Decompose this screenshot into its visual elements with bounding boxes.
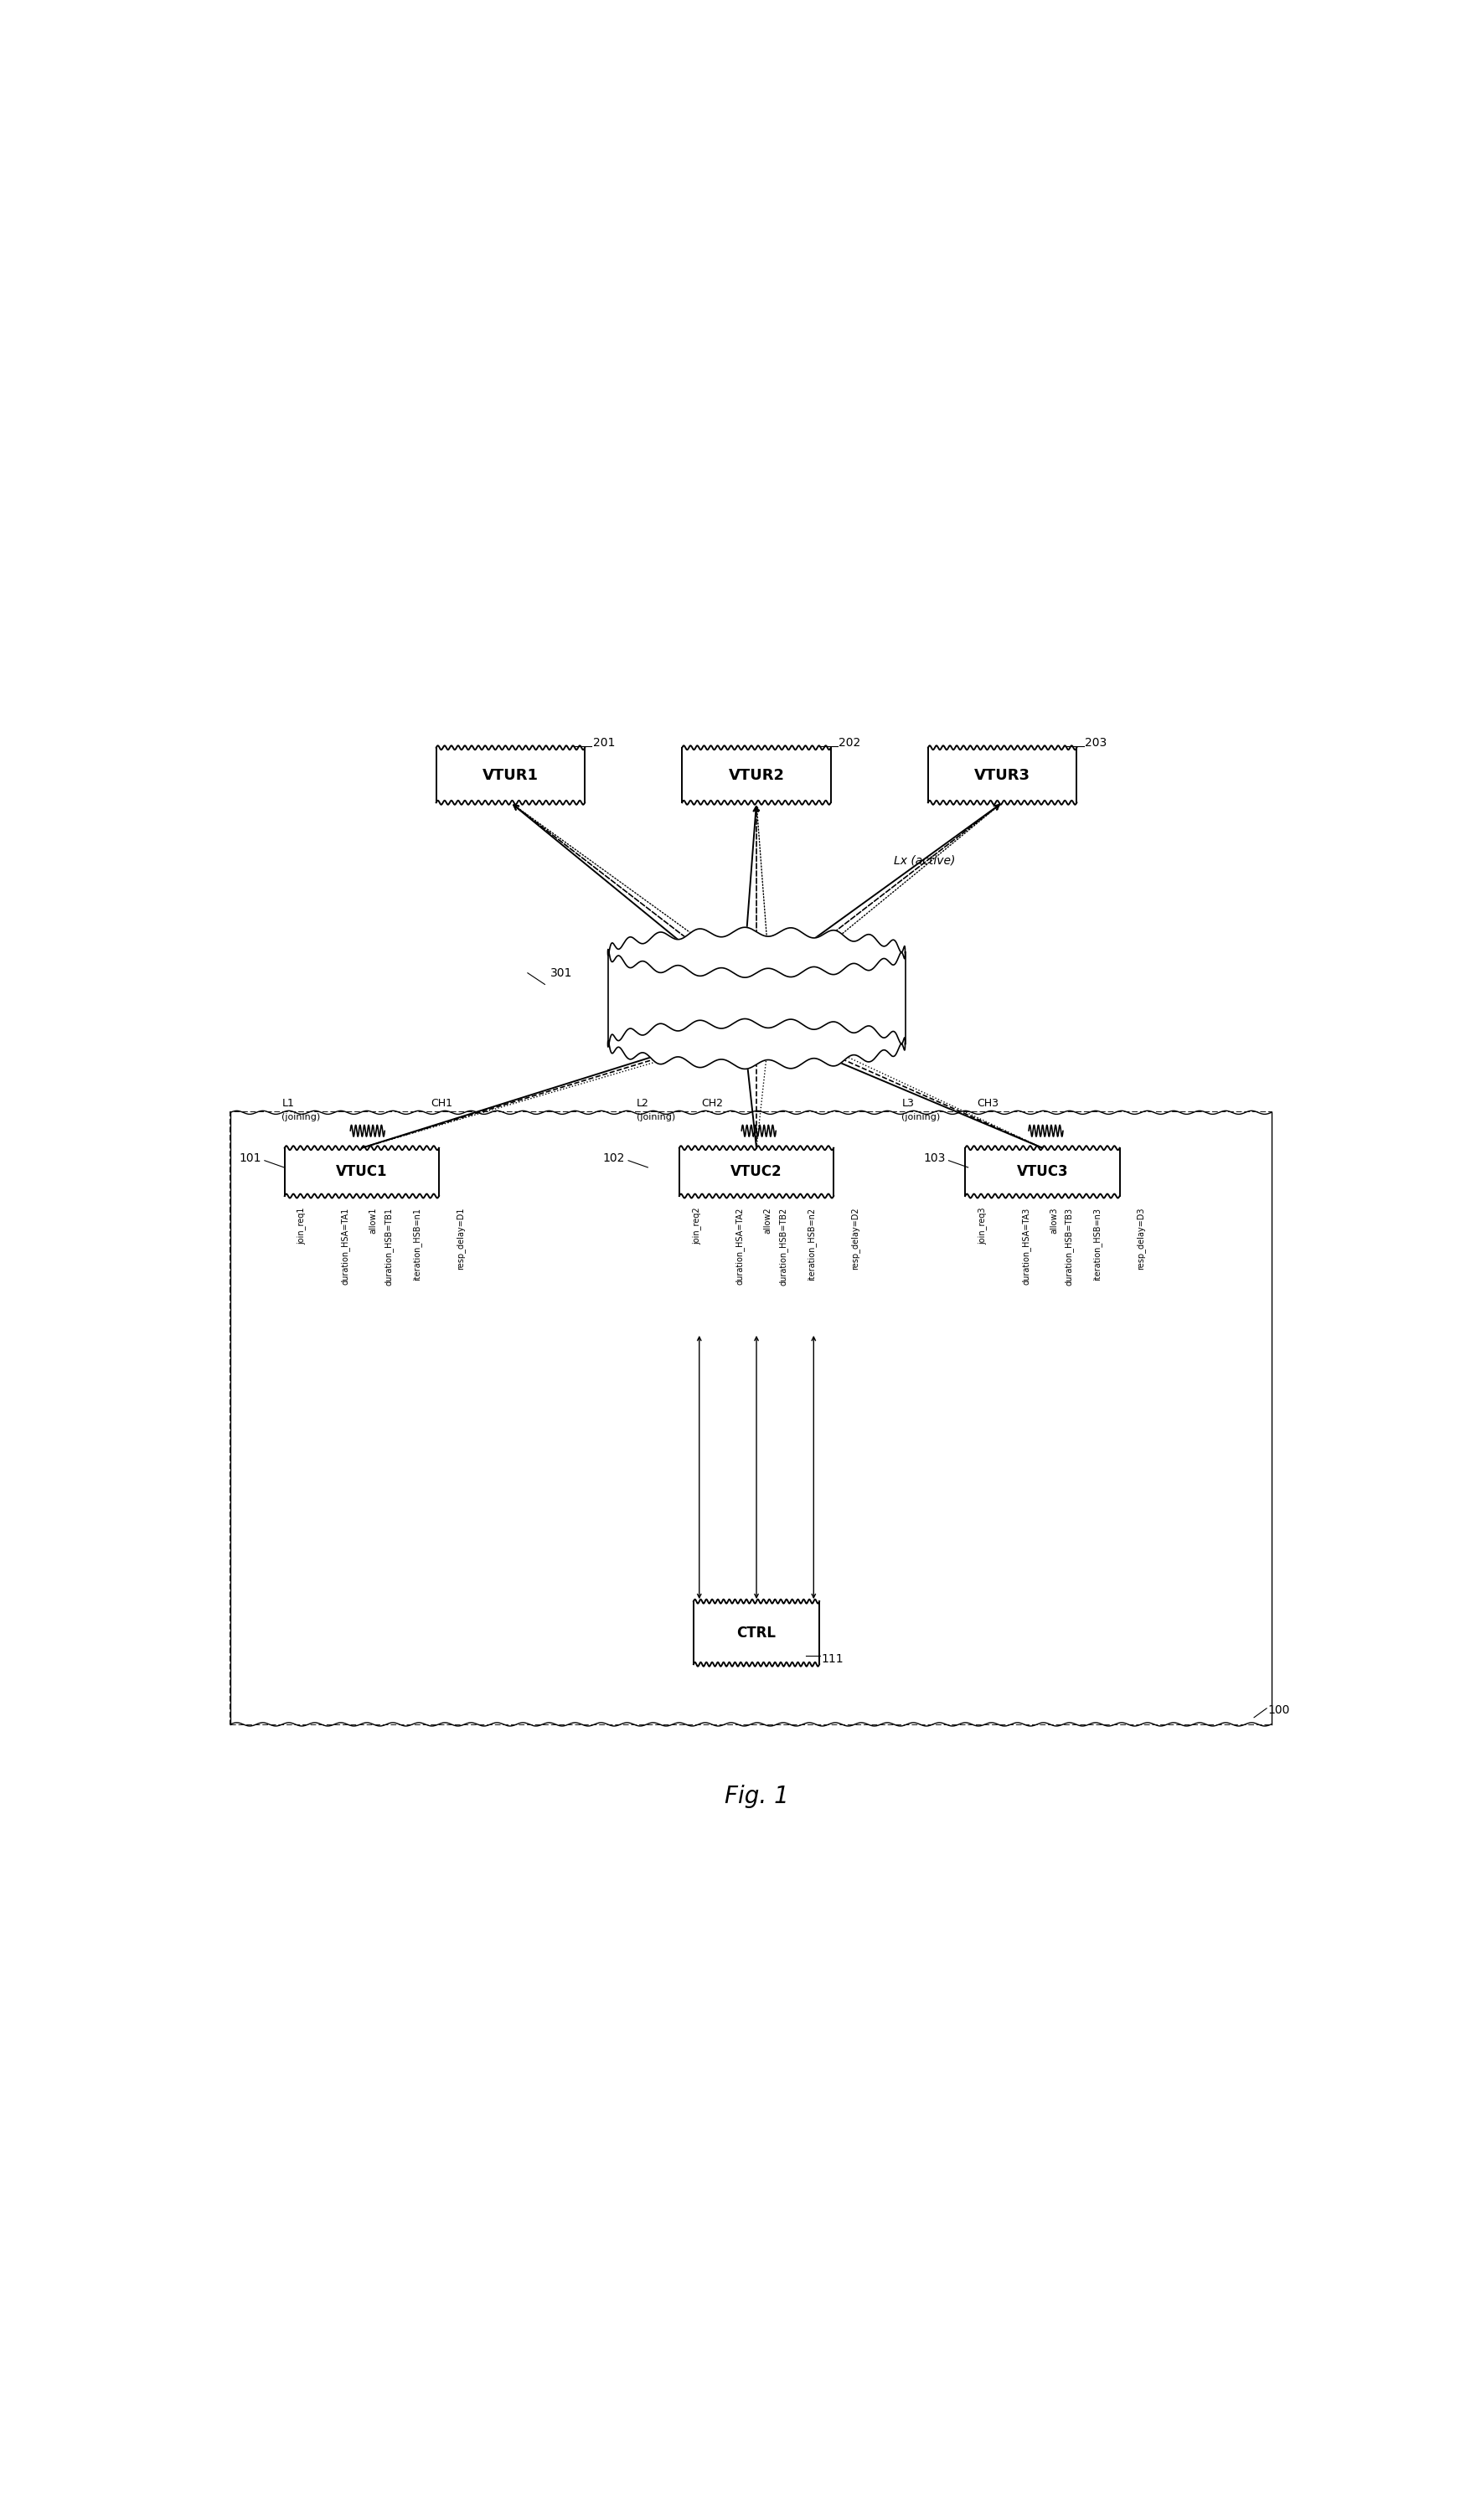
Text: (joining): (joining) xyxy=(282,1114,320,1121)
Text: resp_delay=D3: resp_delay=D3 xyxy=(1137,1207,1145,1270)
Text: join_req1: join_req1 xyxy=(297,1207,307,1245)
Text: 100: 100 xyxy=(1268,1704,1290,1716)
Text: (joining): (joining) xyxy=(636,1114,675,1121)
Bar xyxy=(683,751,830,801)
Text: VTUR2: VTUR2 xyxy=(728,769,785,784)
Text: duration_HSB=TB1: duration_HSB=TB1 xyxy=(384,1207,393,1285)
Text: 203: 203 xyxy=(1085,738,1107,748)
Bar xyxy=(230,1111,1271,1724)
Text: CH1: CH1 xyxy=(431,1099,452,1109)
Text: VTUC3: VTUC3 xyxy=(1017,1164,1069,1179)
Text: VTUR1: VTUR1 xyxy=(483,769,539,784)
Bar xyxy=(967,1149,1119,1194)
Text: VTUC2: VTUC2 xyxy=(731,1164,782,1179)
Text: VTUC1: VTUC1 xyxy=(337,1164,388,1179)
Bar xyxy=(286,1149,438,1194)
Polygon shape xyxy=(608,1018,905,1068)
Text: CH3: CH3 xyxy=(977,1099,999,1109)
Text: join_req2: join_req2 xyxy=(692,1207,701,1245)
Bar xyxy=(695,1603,818,1663)
Text: duration_HSA=TA2: duration_HSA=TA2 xyxy=(735,1207,744,1285)
Text: iteration_HSB=n1: iteration_HSB=n1 xyxy=(412,1207,421,1280)
Bar xyxy=(230,1111,1271,1724)
Text: L1: L1 xyxy=(282,1099,294,1109)
Text: L2: L2 xyxy=(636,1099,649,1109)
Text: resp_delay=D1: resp_delay=D1 xyxy=(456,1207,465,1270)
Text: duration_HSA=TA1: duration_HSA=TA1 xyxy=(341,1207,350,1285)
Text: 301: 301 xyxy=(551,968,573,978)
Text: allow3: allow3 xyxy=(1049,1207,1058,1235)
Text: VTUR3: VTUR3 xyxy=(974,769,1030,784)
Text: Lx (active): Lx (active) xyxy=(894,854,955,867)
Text: duration_HSB=TB3: duration_HSB=TB3 xyxy=(1064,1207,1075,1285)
Text: (joining): (joining) xyxy=(902,1114,940,1121)
Text: 201: 201 xyxy=(593,738,615,748)
Text: join_req3: join_req3 xyxy=(977,1207,987,1245)
Text: duration_HSB=TB2: duration_HSB=TB2 xyxy=(779,1207,788,1285)
Text: resp_delay=D2: resp_delay=D2 xyxy=(850,1207,859,1270)
Text: allow1: allow1 xyxy=(369,1207,378,1235)
Text: Fig. 1: Fig. 1 xyxy=(725,1784,788,1809)
Text: 111: 111 xyxy=(822,1653,844,1666)
Text: duration_HSA=TA3: duration_HSA=TA3 xyxy=(1021,1207,1030,1285)
Text: allow2: allow2 xyxy=(763,1207,772,1235)
Text: 101: 101 xyxy=(239,1152,261,1164)
Bar xyxy=(680,1149,832,1194)
Text: iteration_HSB=n3: iteration_HSB=n3 xyxy=(1092,1207,1103,1280)
Text: 103: 103 xyxy=(922,1152,945,1164)
Polygon shape xyxy=(608,927,905,978)
Bar xyxy=(930,751,1076,801)
Bar xyxy=(437,751,583,801)
Text: 102: 102 xyxy=(602,1152,624,1164)
Text: L3: L3 xyxy=(902,1099,914,1109)
Text: iteration_HSB=n2: iteration_HSB=n2 xyxy=(807,1207,816,1280)
Text: CH2: CH2 xyxy=(701,1099,723,1109)
Text: 202: 202 xyxy=(838,738,861,748)
Text: CTRL: CTRL xyxy=(737,1625,776,1641)
